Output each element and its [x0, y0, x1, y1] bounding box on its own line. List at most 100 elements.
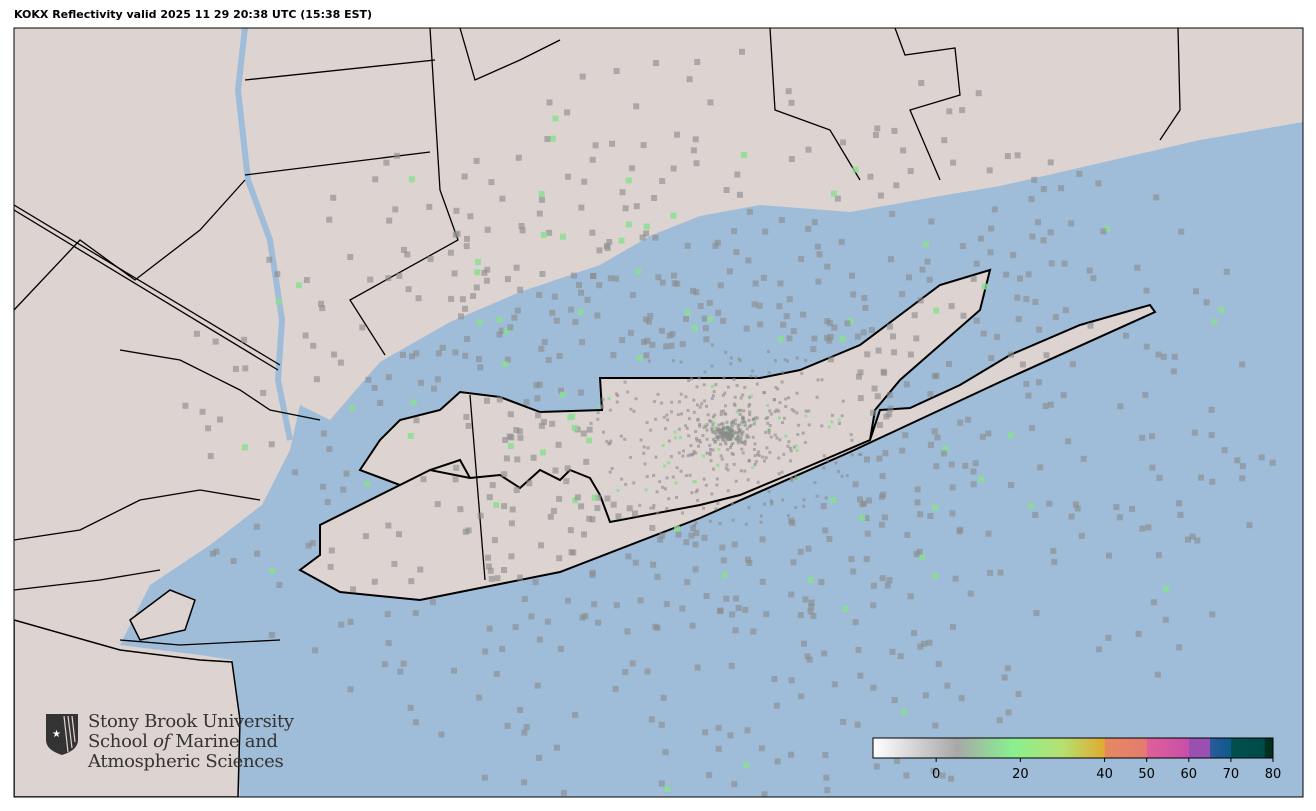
radar-pixel: [619, 337, 626, 344]
radar-pixel: [705, 437, 709, 441]
radar-pixel: [752, 280, 759, 287]
radar-pixel: [830, 497, 837, 504]
radar-pixel: [1221, 447, 1228, 454]
radar-pixel: [726, 427, 730, 431]
radar-pixel: [760, 274, 767, 281]
radar-pixel: [420, 476, 427, 483]
radar-pixel: [985, 430, 992, 437]
radar-pixel: [788, 99, 795, 106]
radar-pixel: [558, 387, 564, 394]
radar-pixel: [400, 660, 407, 667]
radar-pixel: [682, 449, 686, 453]
radar-pixel: [655, 490, 659, 494]
radar-pixel: [784, 405, 788, 408]
radar-pixel: [950, 623, 956, 630]
radar-pixel: [504, 276, 511, 283]
radar-pixel: [659, 279, 666, 286]
radar-pixel: [681, 511, 684, 515]
radar-pixel: [260, 389, 267, 396]
radar-pixel: [571, 425, 578, 431]
radar-pixel: [1103, 226, 1110, 233]
radar-pixel: [560, 789, 567, 796]
radar-pixel: [903, 772, 910, 779]
radar-pixel: [659, 532, 666, 539]
radar-pixel: [716, 501, 720, 505]
radar-pixel: [744, 727, 751, 734]
radar-pixel: [658, 721, 665, 728]
radar-pixel: [1029, 233, 1036, 240]
radar-pixel: [624, 482, 628, 486]
radar-pixel: [777, 416, 781, 420]
radar-pixel: [719, 410, 723, 414]
radar-pixel: [677, 427, 681, 431]
radar-pixel: [824, 334, 831, 341]
radar-pixel: [714, 432, 718, 436]
radar-pixel: [496, 316, 503, 323]
radar-pixel: [576, 281, 582, 288]
radar-pixel: [716, 437, 720, 441]
radar-pixel: [567, 414, 574, 421]
radar-pixel: [725, 420, 729, 424]
radar-pixel: [574, 494, 581, 501]
radar-pixel: [577, 308, 584, 315]
radar-pixel: [739, 440, 743, 444]
radar-pixel: [996, 717, 1003, 724]
colorbar-tick-label: 20: [1012, 767, 1029, 782]
radar-pixel: [613, 68, 620, 75]
radar-pixel: [703, 593, 710, 599]
radar-pixel: [643, 230, 650, 237]
radar-pixel: [730, 428, 734, 432]
radar-pixel: [394, 152, 400, 159]
radar-pixel: [932, 573, 938, 579]
radar-pixel: [698, 405, 702, 409]
radar-pixel: [578, 503, 585, 510]
radar-pixel: [877, 422, 883, 428]
radar-pixel: [665, 413, 669, 417]
radar-pixel: [962, 462, 969, 469]
radar-pixel: [1095, 180, 1102, 187]
radar-pixel: [330, 194, 337, 201]
radar-pixel: [719, 442, 722, 446]
radar-pixel: [503, 328, 510, 334]
radar-pixel: [958, 695, 965, 702]
radar-pixel: [568, 549, 575, 556]
radar-pixel: [1023, 380, 1030, 387]
radar-pixel: [536, 636, 543, 643]
radar-pixel: [692, 450, 696, 453]
radar-pixel: [855, 646, 862, 653]
radar-pixel: [985, 530, 992, 537]
radar-pixel: [711, 437, 715, 441]
radar-pixel: [719, 544, 726, 551]
radar-pixel: [739, 48, 745, 55]
radar-pixel: [463, 414, 470, 420]
radar-pixel: [717, 423, 721, 427]
radar-pixel: [795, 391, 799, 395]
radar-pixel: [625, 177, 632, 184]
radar-pixel: [847, 318, 854, 324]
radar-pixel: [753, 419, 757, 423]
radar-pixel: [1203, 299, 1210, 306]
radar-pixel: [1035, 219, 1041, 226]
radar-pixel: [728, 662, 735, 669]
radar-pixel: [978, 235, 984, 242]
radar-pixel: [1007, 432, 1014, 439]
radar-pixel: [737, 439, 741, 443]
radar-pixel: [741, 419, 745, 423]
radar-pixel: [1100, 228, 1107, 235]
radar-pixel: [484, 266, 491, 273]
radar-pixel: [1069, 361, 1076, 368]
radar-pixel: [692, 566, 699, 573]
radar-pixel: [556, 353, 563, 359]
radar-pixel: [994, 333, 1001, 340]
radar-pixel: [706, 316, 713, 323]
radar-pixel: [654, 417, 658, 421]
radar-pixel: [586, 515, 593, 522]
radar-pixel: [1123, 332, 1130, 339]
radar-pixel: [751, 466, 755, 470]
radar-pixel: [732, 462, 736, 466]
radar-pixel: [709, 448, 712, 451]
radar-pixel: [534, 682, 541, 689]
radar-pixel: [491, 537, 498, 544]
radar-pixel: [712, 467, 715, 471]
radar-pixel: [661, 444, 665, 448]
